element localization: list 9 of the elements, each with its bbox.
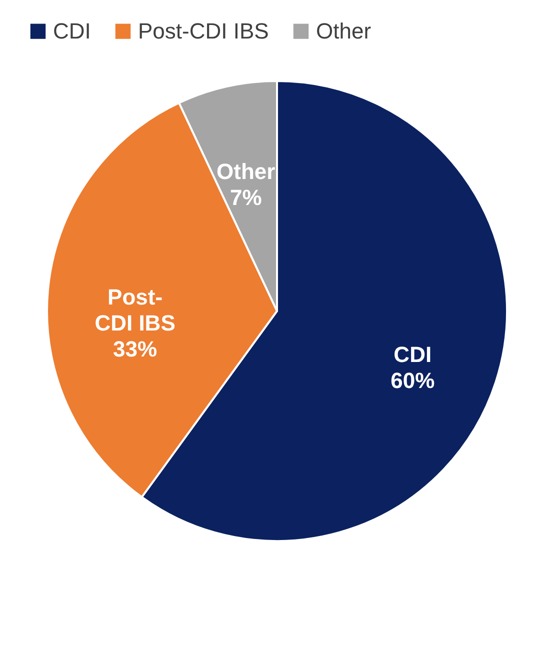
legend-label: Other — [316, 18, 372, 44]
slice-label: Post-CDI IBS — [94, 284, 176, 336]
legend-label: CDI — [53, 18, 91, 44]
data-label: 33% — [113, 336, 158, 362]
slice-label: CDI — [394, 342, 432, 368]
data-label: 60% — [390, 368, 435, 394]
legend-label: Post-CDI IBS — [138, 18, 269, 44]
data-label: 7% — [230, 184, 262, 210]
slice-label: Other — [216, 158, 276, 184]
